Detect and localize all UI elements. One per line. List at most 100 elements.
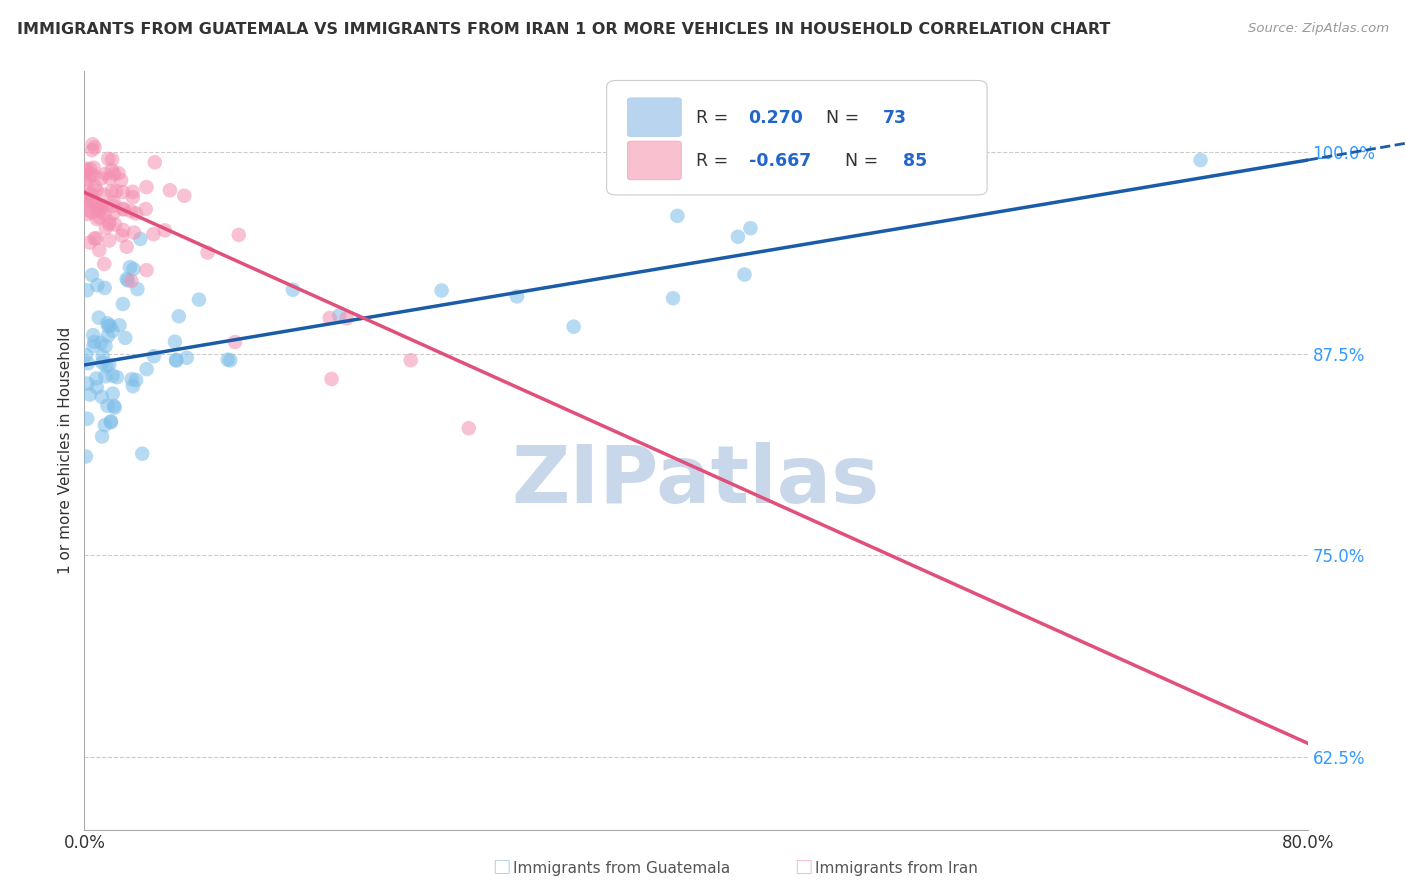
Point [98, 318, 121, 333]
Point [93, 257, 115, 271]
Point [399, 353, 422, 368]
Point [165, 353, 187, 368]
Point [143, 155, 166, 169]
Point [197, 245, 219, 260]
Point [96, 359, 118, 374]
FancyBboxPatch shape [627, 141, 682, 180]
Point [110, 173, 132, 187]
Point [86, 380, 108, 394]
Point [121, 372, 143, 386]
Point [115, 240, 138, 254]
Point [97, 329, 120, 343]
Point [79, 235, 101, 250]
Point [86, 199, 108, 213]
Point [135, 180, 157, 194]
Point [90, 200, 112, 214]
Point [121, 190, 143, 204]
Point [89, 211, 111, 225]
Point [83, 339, 105, 353]
Point [457, 421, 479, 435]
Point [90, 201, 112, 215]
Point [104, 218, 127, 232]
Point [319, 310, 342, 325]
Point [76, 283, 98, 297]
Point [94, 220, 117, 235]
Point [224, 334, 246, 349]
Point [82, 328, 104, 343]
Point [100, 163, 122, 178]
Point [101, 324, 124, 338]
Point [101, 153, 124, 167]
Point [167, 310, 190, 324]
Point [86, 231, 108, 245]
Point [103, 195, 125, 210]
Point [103, 206, 125, 220]
Point [562, 319, 585, 334]
Point [100, 415, 122, 429]
Point [83, 231, 105, 245]
Point [107, 166, 129, 180]
Point [79, 387, 101, 401]
Point [90, 335, 112, 350]
Point [173, 188, 195, 202]
Y-axis label: 1 or more Vehicles in Household: 1 or more Vehicles in Household [58, 326, 73, 574]
Point [142, 349, 165, 363]
Point [662, 291, 685, 305]
Point [77, 188, 100, 202]
Point [111, 185, 134, 199]
Point [153, 223, 176, 237]
Point [94, 418, 117, 433]
Text: □: □ [492, 857, 510, 876]
Point [506, 289, 529, 303]
Point [91, 429, 114, 443]
Point [83, 179, 105, 194]
Point [94, 339, 117, 353]
Point [75, 176, 97, 190]
FancyBboxPatch shape [627, 98, 682, 136]
Point [98, 171, 121, 186]
Point [165, 352, 187, 367]
Point [129, 232, 152, 246]
Point [84, 371, 107, 385]
Point [93, 187, 115, 202]
Point [101, 368, 124, 383]
Point [430, 284, 453, 298]
Point [122, 262, 145, 277]
Text: 0.270: 0.270 [748, 109, 803, 127]
Point [93, 207, 115, 221]
Point [105, 184, 128, 198]
Point [105, 370, 128, 384]
Point [76, 194, 98, 208]
Text: R =: R = [696, 109, 734, 127]
Point [98, 358, 121, 372]
Point [328, 309, 350, 323]
Point [90, 199, 112, 213]
Point [91, 356, 114, 370]
Point [125, 373, 148, 387]
Point [734, 268, 756, 282]
Point [321, 372, 343, 386]
Text: 85: 85 [903, 152, 927, 169]
Point [104, 401, 127, 415]
Text: □: □ [794, 857, 813, 876]
Point [82, 143, 104, 157]
Point [120, 204, 142, 219]
Point [101, 199, 124, 213]
Point [94, 167, 117, 181]
Point [112, 202, 135, 217]
Point [91, 349, 114, 363]
Point [76, 164, 98, 178]
Point [103, 399, 125, 413]
Point [89, 244, 111, 258]
Point [93, 281, 115, 295]
Point [76, 411, 98, 425]
Point [82, 169, 104, 183]
Point [219, 353, 242, 368]
Point [79, 194, 101, 208]
Point [666, 209, 689, 223]
Point [90, 390, 112, 404]
Point [76, 207, 98, 221]
Text: ZIPatlas: ZIPatlas [512, 442, 880, 520]
Point [97, 152, 120, 166]
Point [86, 184, 108, 198]
